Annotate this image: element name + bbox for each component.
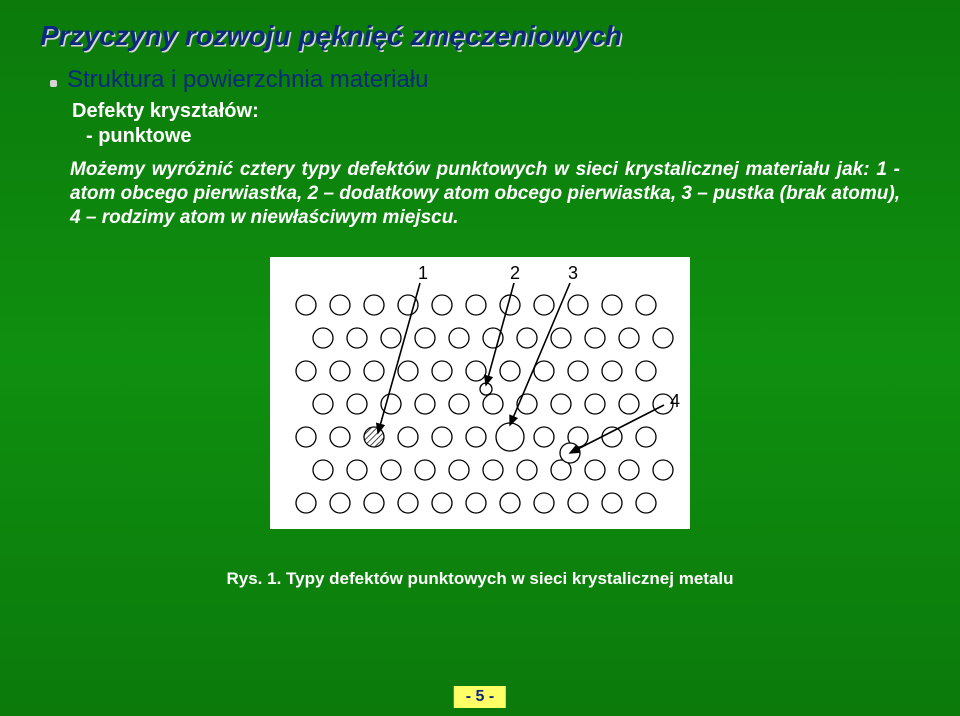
svg-text:4: 4 [670,391,680,411]
crystal-defects-diagram: 1 2 3 4 [270,257,690,529]
slide: Przyczyny rozwoju pęknięć zmęczeniowych … [0,0,960,716]
figure-caption: Rys. 1. Typy defektów punktowych w sieci… [40,569,920,589]
subtitle: Struktura i powierzchnia materiału [67,66,429,94]
body-paragraph: Możemy wyróżnić cztery typy defektów pun… [70,158,900,229]
subheader: Defekty kryształów: [72,100,920,123]
svg-text:3: 3 [568,263,578,283]
subtitle-row: Struktura i powierzchnia materiału [50,66,920,94]
sub-bullet: - punktowe [86,125,920,148]
bullet-icon [50,80,57,87]
page-number: - 5 - [454,686,506,708]
page-title: Przyczyny rozwoju pęknięć zmęczeniowych [40,20,920,52]
svg-text:2: 2 [510,263,520,283]
svg-text:1: 1 [418,263,428,283]
